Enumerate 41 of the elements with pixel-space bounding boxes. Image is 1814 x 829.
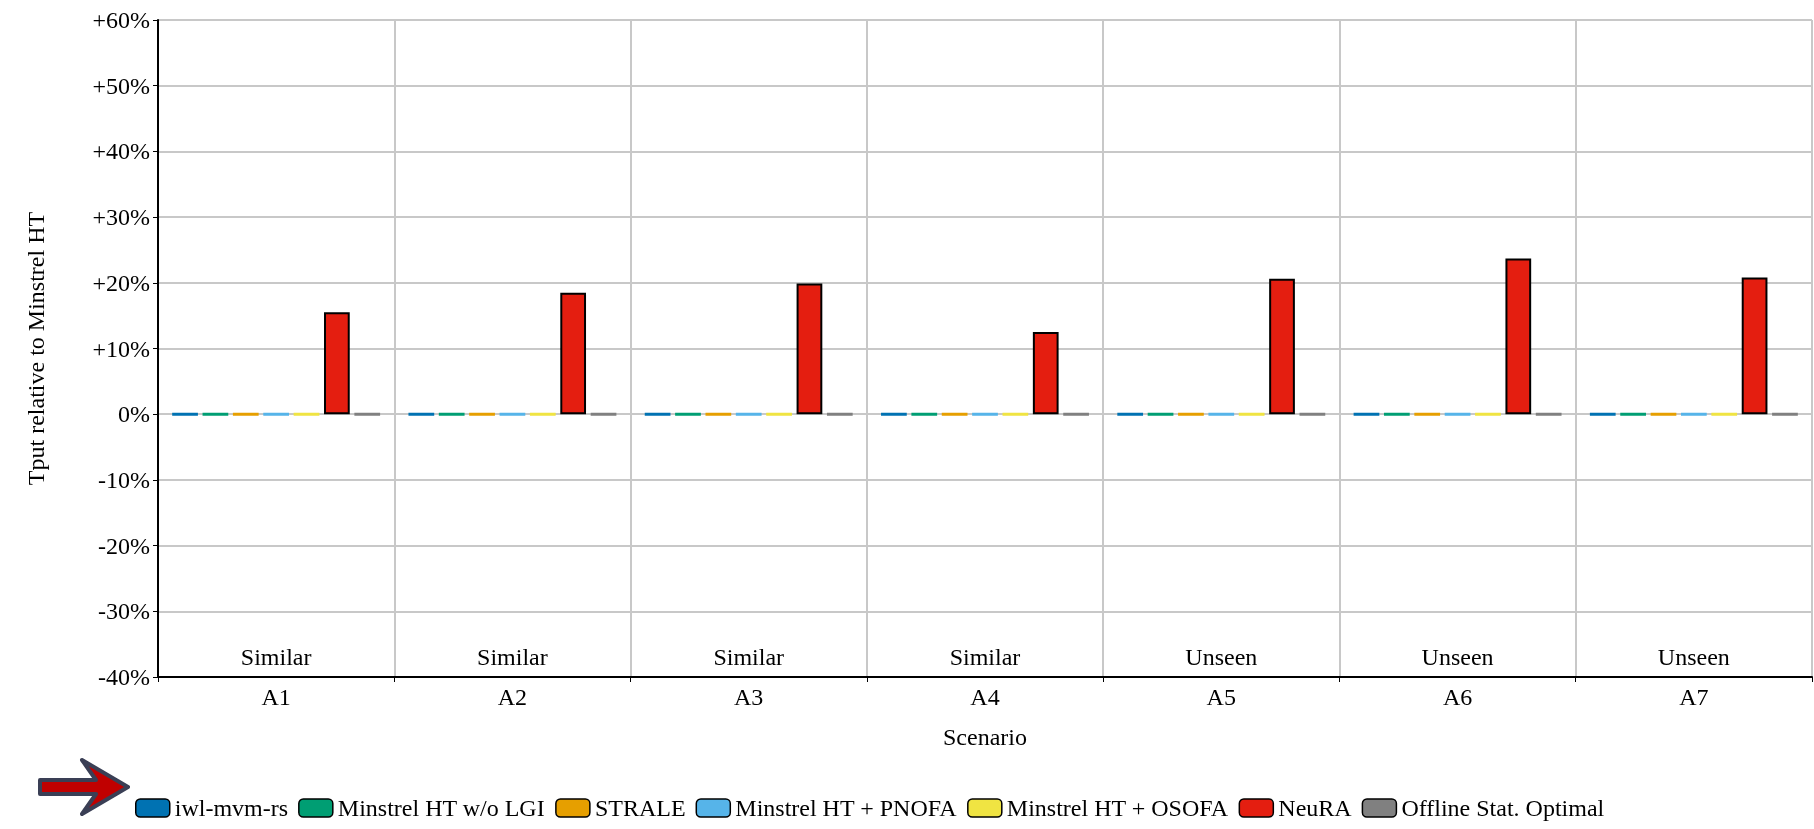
x-tick-label: A1 bbox=[261, 684, 291, 710]
y-tick-label: +60% bbox=[92, 7, 150, 33]
x-tick-label: A5 bbox=[1206, 684, 1236, 710]
y-tick-label: +30% bbox=[92, 204, 150, 231]
bar bbox=[560, 292, 587, 415]
y-tick-label: +20% bbox=[92, 269, 150, 296]
y-tick-label: +40% bbox=[92, 138, 150, 165]
legend-label: iwl-mvm-rs bbox=[174, 795, 289, 821]
y-tick-label: -40% bbox=[98, 664, 151, 690]
annotation: Unseen bbox=[1185, 644, 1258, 670]
y-tick-label: 0% bbox=[118, 401, 150, 428]
legend-label: Minstrel HT w/o LGI bbox=[337, 795, 545, 821]
legend-label: Minstrel HT + PNOFA bbox=[735, 795, 958, 821]
bar bbox=[1505, 258, 1532, 415]
annotation: Unseen bbox=[1657, 644, 1730, 670]
annotation: Similar bbox=[713, 644, 785, 670]
annotation: Unseen bbox=[1421, 644, 1494, 670]
bar bbox=[1032, 332, 1059, 415]
y-tick-label: +10% bbox=[92, 335, 150, 362]
bar bbox=[1741, 277, 1768, 415]
x-tick-label: A3 bbox=[734, 684, 764, 710]
y-axis-title: Tput relative to Minstrel HT bbox=[23, 211, 49, 486]
bar bbox=[1269, 278, 1295, 415]
y-tick-label: -20% bbox=[98, 532, 151, 559]
bar bbox=[796, 283, 823, 415]
x-tick-label: A4 bbox=[970, 684, 1000, 710]
annotation: Similar bbox=[240, 644, 312, 670]
legend-label: Offline Stat. Optimal bbox=[1401, 795, 1605, 821]
x-tick-label: A6 bbox=[1442, 684, 1473, 710]
x-axis-title: Scenario bbox=[943, 724, 1027, 750]
annotation: Similar bbox=[949, 644, 1021, 670]
y-tick-label: +50% bbox=[92, 72, 150, 99]
legend-label: NeuRA bbox=[1278, 795, 1353, 821]
x-tick-label: A7 bbox=[1679, 684, 1709, 710]
y-tick-label: -10% bbox=[98, 466, 151, 493]
x-tick-label: A2 bbox=[497, 684, 528, 710]
annotation: Similar bbox=[477, 644, 548, 670]
bar bbox=[324, 312, 350, 415]
legend-label: Minstrel HT + OSOFA bbox=[1006, 795, 1229, 821]
y-tick-label: -30% bbox=[98, 598, 151, 625]
legend-label: STRALE bbox=[594, 795, 686, 821]
